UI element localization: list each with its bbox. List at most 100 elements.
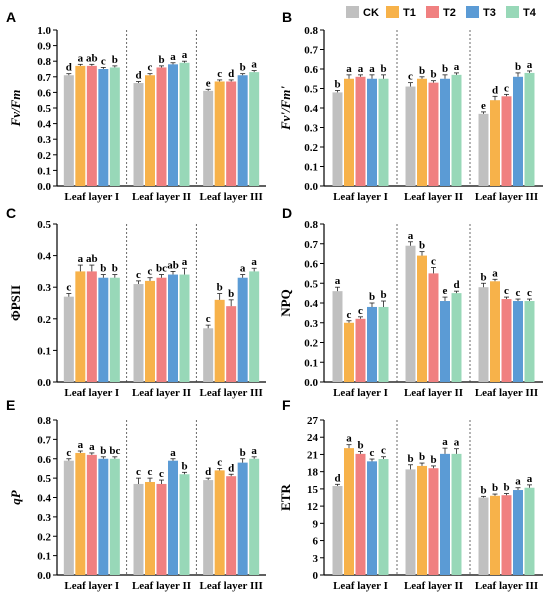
y-tick-label-f: 21	[307, 449, 318, 461]
bar-d-t4-2	[451, 293, 462, 382]
significance-label-f: b	[480, 484, 486, 496]
category-label-a: Leaf layer II	[132, 191, 191, 203]
bar-a-t2-1	[86, 65, 97, 186]
category-label-e: Leaf layer I	[64, 580, 119, 592]
significance-label-d: e	[443, 285, 448, 297]
bar-c-t3-2	[168, 274, 178, 382]
y-tick-label-b: 0.6	[304, 64, 318, 76]
legend-swatch-t4	[506, 6, 519, 18]
y-tick-label-d: 0.8	[304, 219, 318, 231]
bar-b-t4-2	[451, 74, 462, 186]
y-tick-label-a: 0.0	[37, 181, 51, 193]
y-tick-label-e: 0.2	[37, 531, 51, 543]
significance-label-b: b	[419, 65, 425, 77]
significance-label-e: b	[181, 460, 187, 472]
significance-label-f: b	[430, 454, 436, 466]
y-tick-label-e: 0.8	[37, 415, 51, 427]
bar-b-t3-3	[513, 76, 523, 186]
bar-a-t1-2	[145, 75, 155, 186]
significance-label-c: c	[136, 269, 141, 281]
significance-label-d: b	[480, 271, 486, 283]
legend-swatch-t2	[426, 6, 439, 18]
y-axis-title-b: Fv'/Fm'	[278, 86, 293, 131]
significance-label-a: b	[240, 62, 246, 74]
bar-f-t4-2	[451, 453, 462, 575]
significance-label-a: a	[182, 49, 188, 61]
y-tick-label-e: 0.0	[37, 570, 51, 582]
bar-b-t4-1	[378, 78, 389, 186]
bar-c-t1-2	[145, 280, 155, 382]
panel-letter-d: D	[282, 205, 292, 221]
significance-label-e: a	[251, 445, 257, 457]
significance-label-a: c	[148, 62, 153, 74]
significance-label-a: a	[170, 51, 176, 63]
significance-label-e: d	[205, 466, 211, 478]
significance-label-e: a	[89, 441, 95, 453]
significance-label-b: b	[430, 69, 436, 81]
bar-c-t3-1	[98, 277, 109, 382]
bar-d-ck-1	[332, 291, 343, 382]
bar-a-t4-1	[109, 67, 120, 186]
bar-f-t1-2	[417, 465, 427, 575]
bar-b-t1-1	[344, 78, 354, 186]
y-tick-label-b: 0.5	[304, 84, 318, 96]
significance-label-c: ab	[167, 259, 179, 271]
bar-b-ck-2	[405, 86, 416, 186]
y-tick-label-d: 0.7	[304, 239, 318, 251]
significance-label-e: a	[78, 439, 84, 451]
bar-e-t2-2	[156, 483, 167, 575]
y-tick-label-a: 0.3	[37, 134, 51, 146]
bar-d-ck-2	[405, 245, 416, 382]
significance-label-a: d	[135, 69, 141, 81]
bar-e-t3-3	[237, 462, 248, 575]
significance-label-c: bc	[156, 263, 167, 275]
category-label-b: Leaf layer III	[475, 191, 538, 203]
category-label-e: Leaf layer III	[199, 580, 262, 592]
y-axis-title-f: ETR	[278, 484, 293, 511]
significance-label-f: b	[419, 451, 425, 463]
bar-b-t2-2	[428, 82, 439, 186]
bar-e-t1-3	[214, 470, 225, 575]
significance-label-b: c	[408, 71, 413, 83]
significance-label-d: d	[453, 279, 459, 291]
significance-label-d: c	[504, 285, 509, 297]
y-tick-label-a: 0.4	[37, 119, 51, 131]
y-axis-title-a: Fv/Fm	[8, 90, 23, 128]
bar-e-ck-3	[203, 480, 214, 575]
bar-e-ck-2	[133, 483, 144, 575]
bar-c-t2-1	[86, 271, 97, 382]
significance-label-f: a	[515, 476, 521, 488]
bar-d-t3-2	[440, 301, 450, 382]
bar-b-t2-1	[355, 76, 366, 186]
category-label-c: Leaf layer II	[132, 387, 191, 399]
significance-label-b: a	[369, 63, 375, 75]
bar-f-t1-3	[490, 495, 500, 575]
y-tick-label-f: 0	[313, 570, 319, 582]
significance-label-e: bc	[109, 445, 120, 457]
legend-label-t3: T3	[483, 7, 496, 19]
significance-label-a: b	[112, 54, 118, 66]
y-tick-label-b: 0.7	[304, 45, 318, 57]
bar-d-t1-2	[417, 255, 427, 382]
significance-label-a: c	[217, 68, 222, 80]
bar-f-ck-2	[405, 469, 416, 575]
significance-label-c: b	[112, 263, 118, 275]
bar-a-t2-3	[226, 81, 237, 186]
bar-a-ck-3	[203, 90, 214, 186]
significance-label-e: a	[170, 447, 176, 459]
bar-d-t1-3	[490, 281, 500, 382]
bar-e-t4-2	[179, 474, 190, 575]
panel-letter-a: A	[6, 9, 16, 25]
legend-label-t1: T1	[403, 7, 416, 19]
significance-label-a: b	[158, 54, 164, 66]
significance-label-a: e	[206, 77, 211, 89]
y-tick-label-e: 0.5	[37, 473, 51, 485]
y-tick-label-d: 0.5	[304, 278, 318, 290]
category-label-f: Leaf layer III	[475, 580, 538, 592]
y-tick-label-f: 15	[307, 484, 319, 496]
legend-label-t4: T4	[523, 7, 537, 19]
significance-label-a: d	[66, 62, 72, 74]
bar-a-ck-1	[63, 75, 74, 186]
bar-e-t2-3	[226, 476, 237, 575]
